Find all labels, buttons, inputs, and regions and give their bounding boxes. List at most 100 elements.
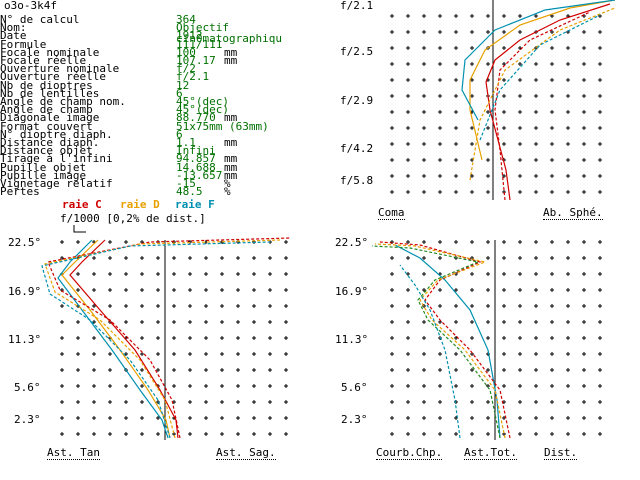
grid-tick — [470, 400, 474, 404]
grid-tick — [518, 320, 522, 324]
grid-tick — [204, 416, 208, 420]
grid-tick — [406, 190, 410, 194]
grid-tick — [92, 384, 96, 388]
grid-tick — [124, 256, 128, 260]
grid-tick — [252, 416, 256, 420]
grid-tick — [188, 272, 192, 276]
info-label: Nom: — [0, 21, 27, 35]
grid-tick — [550, 288, 554, 292]
grid-tick — [486, 304, 490, 308]
grid-tick — [534, 288, 538, 292]
grid-tick — [518, 256, 522, 260]
info-value: 6 — [176, 127, 183, 141]
grid-tick — [124, 432, 128, 436]
grid-tick — [422, 416, 426, 420]
grid-tick — [220, 336, 224, 340]
grid-tick — [204, 352, 208, 356]
grid-tick — [268, 352, 272, 356]
info-label: Nb de lentilles — [0, 86, 100, 100]
grid-tick — [406, 62, 410, 66]
info-row: Tirage à l'infini 94.857 mm — [0, 153, 330, 164]
grid-tick — [390, 126, 394, 130]
grid-tick — [438, 416, 442, 420]
info-row: Date 1912 — [0, 30, 330, 41]
grid-tick — [108, 256, 112, 260]
grid-tick — [502, 94, 506, 98]
grid-tick — [76, 272, 80, 276]
grid-tick — [438, 256, 442, 260]
grid-tick — [60, 352, 64, 356]
grid-tick — [486, 30, 490, 34]
grid-tick — [252, 400, 256, 404]
coma-curve-f — [461, 0, 616, 121]
info-label: Distance objet — [0, 144, 93, 158]
grid-tick — [518, 288, 522, 292]
grid-tick — [550, 336, 554, 340]
grid-tick — [76, 336, 80, 340]
grid-tick — [204, 320, 208, 324]
grid-tick — [284, 336, 288, 340]
grid-tick — [406, 336, 410, 340]
grid-tick — [550, 400, 554, 404]
info-value: 1912 — [176, 29, 203, 43]
spherical-aberration-caption: Ab. Sphé. — [543, 206, 603, 220]
grid-tick — [438, 240, 442, 244]
grid-tick — [390, 94, 394, 98]
grid-tick — [204, 288, 208, 292]
grid-tick — [124, 320, 128, 324]
grid-tick — [534, 240, 538, 244]
grid-tick — [236, 416, 240, 420]
grid-tick — [140, 384, 144, 388]
grid-tick — [598, 62, 602, 66]
grid-tick — [252, 368, 256, 372]
grid-tick — [268, 336, 272, 340]
grid-tick — [236, 336, 240, 340]
tangential-curve-c — [69, 239, 179, 439]
grid-tick — [518, 110, 522, 114]
grid-tick — [422, 384, 426, 388]
grid-tick — [550, 272, 554, 276]
tangential-curve-f — [57, 239, 169, 439]
grid-tick — [156, 336, 160, 340]
grid-tick — [438, 78, 442, 82]
grid-tick — [236, 384, 240, 388]
grid-tick — [92, 272, 96, 276]
grid-tick — [454, 126, 458, 130]
grid-tick — [188, 384, 192, 388]
grid-tick — [422, 190, 426, 194]
grid-tick — [518, 62, 522, 66]
grid-tick — [518, 304, 522, 308]
grid-tick — [156, 400, 160, 404]
info-unit: % — [224, 177, 231, 190]
grid-tick — [76, 384, 80, 388]
grid-tick — [422, 288, 426, 292]
grid-tick — [518, 30, 522, 34]
grid-tick — [220, 384, 224, 388]
grid-tick — [284, 400, 288, 404]
grid-tick — [550, 240, 554, 244]
grid-tick — [76, 432, 80, 436]
aperture-label-5: f/5.8 — [340, 174, 374, 187]
grid-tick — [236, 288, 240, 292]
grid-tick — [470, 384, 474, 388]
grid-tick — [252, 304, 256, 308]
grid-tick — [454, 62, 458, 66]
grid-tick — [598, 174, 602, 178]
grid-tick — [550, 256, 554, 260]
info-value: -13.657 — [176, 168, 223, 182]
grid-tick — [236, 368, 240, 372]
grid-tick — [502, 174, 506, 178]
grid-tick — [582, 336, 586, 340]
grid-tick — [582, 174, 586, 178]
grid-tick — [582, 240, 586, 244]
grid-tick — [518, 142, 522, 146]
grid-tick — [140, 256, 144, 260]
grid-tick — [566, 400, 570, 404]
info-row: Pertes 48.5% — [0, 186, 330, 197]
grid-tick — [422, 158, 426, 162]
info-row: Focale réelle 107.17 mm — [0, 55, 330, 66]
info-row: Pupille image -13.657 mm — [0, 170, 330, 181]
grid-tick — [502, 352, 506, 356]
sagittal-curve-d — [44, 239, 281, 439]
